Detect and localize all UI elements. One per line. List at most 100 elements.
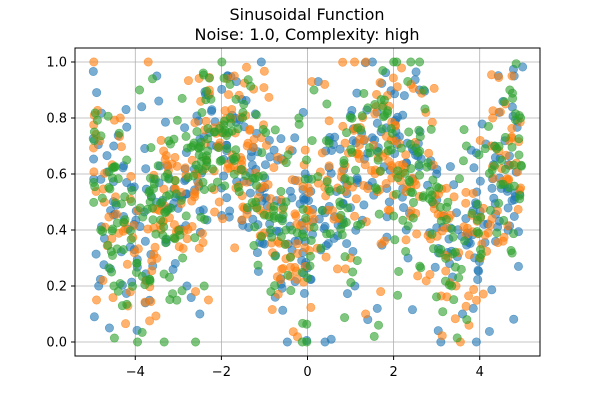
scatter-point-series-3 bbox=[337, 230, 347, 240]
scatter-point-series-3 bbox=[300, 174, 310, 184]
scatter-point-series-2 bbox=[178, 243, 188, 253]
scatter-point-series-2 bbox=[183, 224, 193, 234]
scatter-point-series-3 bbox=[276, 186, 286, 196]
scatter-point-series-3 bbox=[373, 147, 383, 157]
scatter-point-series-3 bbox=[96, 131, 106, 141]
scatter-point-series-3 bbox=[138, 212, 148, 222]
scatter-point-series-1 bbox=[122, 122, 132, 132]
scatter-point-series-1 bbox=[260, 160, 270, 170]
scatter-point-series-1 bbox=[141, 164, 151, 174]
scatter-point-series-2 bbox=[363, 184, 373, 194]
scatter-point-series-3 bbox=[107, 250, 117, 260]
scatter-point-series-3 bbox=[259, 210, 269, 220]
scatter-point-series-3 bbox=[90, 108, 100, 118]
scatter-point-series-1 bbox=[342, 289, 352, 299]
scatter-point-series-3 bbox=[269, 205, 279, 215]
scatter-point-series-2 bbox=[375, 78, 385, 88]
scatter-point-series-3 bbox=[459, 125, 469, 135]
scatter-point-series-3 bbox=[386, 124, 396, 134]
scatter-point-series-3 bbox=[415, 132, 425, 142]
scatter-point-series-3 bbox=[359, 88, 369, 98]
scatter-point-series-1 bbox=[299, 288, 309, 298]
scatter-point-series-1 bbox=[473, 275, 483, 285]
scatter-point-series-3 bbox=[270, 125, 280, 135]
scatter-point-series-3 bbox=[301, 155, 311, 165]
scatter-point-series-3 bbox=[357, 111, 367, 121]
scatter-point-series-3 bbox=[217, 57, 227, 67]
scatter-point-series-2 bbox=[111, 209, 121, 219]
scatter-point-series-3 bbox=[135, 203, 145, 213]
scatter-point-series-1 bbox=[407, 305, 417, 315]
scatter-point-series-2 bbox=[191, 287, 201, 297]
scatter-point-series-3 bbox=[292, 228, 302, 238]
scatter-point-series-2 bbox=[442, 183, 452, 193]
scatter-point-series-3 bbox=[305, 251, 315, 261]
scatter-point-series-3 bbox=[342, 128, 352, 138]
scatter-point-series-3 bbox=[165, 295, 175, 305]
scatter-point-series-3 bbox=[377, 124, 387, 134]
scatter-point-series-3 bbox=[103, 111, 113, 121]
scatter-point-series-1 bbox=[160, 117, 170, 127]
scatter-point-series-3 bbox=[396, 143, 406, 153]
scatter-point-series-2 bbox=[351, 194, 361, 204]
scatter-point-series-3 bbox=[126, 197, 136, 207]
scatter-point-series-3 bbox=[145, 274, 155, 284]
scatter-point-series-3 bbox=[231, 152, 241, 162]
scatter-point-series-1 bbox=[180, 123, 190, 133]
scatter-point-series-3 bbox=[163, 169, 173, 179]
scatter-point-series-1 bbox=[484, 326, 494, 336]
scatter-point-series-3 bbox=[415, 57, 425, 67]
scatter-point-series-3 bbox=[340, 173, 350, 183]
scatter-point-series-3 bbox=[107, 226, 117, 236]
scatter-point-series-3 bbox=[474, 150, 484, 160]
scatter-point-series-1 bbox=[252, 248, 262, 258]
scatter-point-series-2 bbox=[98, 275, 108, 285]
scatter-point-series-2 bbox=[287, 175, 297, 185]
scatter-point-series-3 bbox=[270, 251, 280, 261]
scatter-point-series-2 bbox=[237, 215, 247, 225]
scatter-point-series-3 bbox=[447, 224, 457, 234]
scatter-point-series-3 bbox=[403, 76, 413, 86]
scatter-point-series-3 bbox=[246, 81, 256, 91]
scatter-point-series-3 bbox=[339, 156, 349, 166]
scatter-point-series-3 bbox=[199, 185, 209, 195]
scatter-point-series-2 bbox=[108, 293, 118, 303]
scatter-point-series-2 bbox=[462, 223, 472, 233]
scatter-point-series-3 bbox=[352, 256, 362, 266]
scatter-point-series-3 bbox=[153, 161, 163, 171]
scatter-point-series-3 bbox=[298, 204, 308, 214]
scatter-point-series-2 bbox=[218, 214, 228, 224]
scatter-point-series-3 bbox=[422, 162, 432, 172]
scatter-point-series-3 bbox=[148, 74, 158, 84]
scatter-point-series-3 bbox=[450, 247, 460, 257]
scatter-point-series-1 bbox=[278, 305, 288, 315]
scatter-point-series-3 bbox=[239, 99, 249, 109]
scatter-point-series-2 bbox=[159, 146, 169, 156]
data-points bbox=[88, 57, 528, 347]
scatter-point-series-3 bbox=[454, 273, 464, 283]
scatter-point-series-3 bbox=[181, 211, 191, 221]
scatter-point-series-2 bbox=[309, 214, 319, 224]
scatter-point-series-3 bbox=[408, 198, 418, 208]
scatter-point-series-1 bbox=[282, 337, 292, 347]
scatter-point-series-1 bbox=[445, 162, 455, 172]
scatter-point-series-1 bbox=[245, 188, 255, 198]
scatter-point-series-3 bbox=[298, 318, 308, 328]
scatter-point-series-1 bbox=[109, 141, 119, 151]
chart-title: Sinusoidal Function bbox=[230, 5, 385, 24]
y-tick-label: 0.4 bbox=[46, 224, 67, 239]
scatter-point-series-2 bbox=[293, 248, 303, 258]
scatter-point-series-3 bbox=[408, 213, 418, 223]
scatter-point-series-3 bbox=[392, 57, 402, 67]
scatter-point-series-2 bbox=[392, 82, 402, 92]
scatter-point-series-1 bbox=[137, 102, 147, 112]
scatter-point-series-3 bbox=[415, 261, 425, 271]
scatter-point-series-1 bbox=[399, 91, 409, 101]
scatter-point-series-3 bbox=[177, 93, 187, 103]
scatter-point-series-1 bbox=[88, 66, 98, 76]
scatter-point-series-2 bbox=[197, 229, 207, 239]
scatter-point-series-3 bbox=[280, 239, 290, 249]
scatter-point-series-2 bbox=[376, 287, 386, 297]
scatter-point-series-3 bbox=[389, 211, 399, 221]
scatter-point-series-3 bbox=[516, 113, 526, 123]
